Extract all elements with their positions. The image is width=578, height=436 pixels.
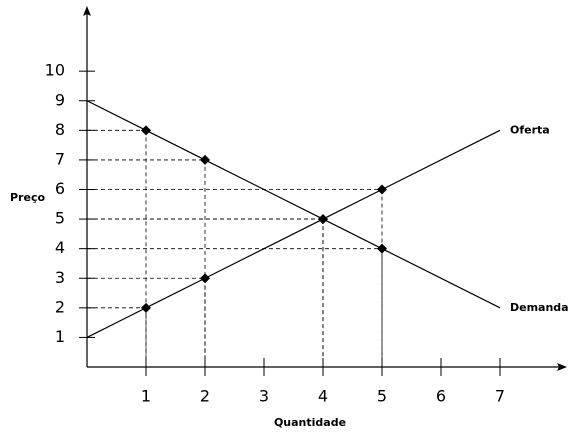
y-tick-label: 3 — [55, 268, 65, 287]
x-tick-label: 2 — [200, 387, 210, 406]
y-tick-label: 6 — [55, 179, 65, 198]
point-marker — [200, 273, 210, 284]
y-tick-label: 2 — [55, 297, 65, 316]
series-label: Demanda — [510, 301, 569, 314]
y-tick-label: 7 — [55, 149, 65, 168]
y-axis-arrow — [83, 6, 91, 16]
y-tick-label: 4 — [55, 238, 65, 257]
y-tick-label: 1 — [55, 327, 65, 346]
point-marker — [141, 302, 151, 313]
line — [86, 129, 501, 338]
point-marker — [377, 184, 387, 195]
x-axis-arrow — [557, 363, 567, 371]
x-axis-label: Quantidade — [274, 416, 346, 429]
x-tick-label: 1 — [141, 387, 151, 406]
x-tick-label: 7 — [495, 387, 505, 406]
y-tick-label: 5 — [55, 209, 65, 228]
x-tick-label: 6 — [436, 387, 446, 406]
point-marker — [318, 214, 328, 225]
point-marker — [141, 125, 151, 136]
series-label: Oferta — [510, 123, 550, 136]
y-tick-label: 9 — [55, 90, 65, 109]
x-tick-label: 5 — [377, 387, 387, 406]
x-tick-label: 4 — [318, 387, 328, 406]
y-tick-label: 8 — [55, 120, 65, 139]
x-tick-label: 3 — [259, 387, 269, 406]
y-tick-label: 10 — [45, 61, 65, 80]
y-axis-label: Preço — [10, 191, 45, 204]
point-marker — [200, 154, 210, 165]
